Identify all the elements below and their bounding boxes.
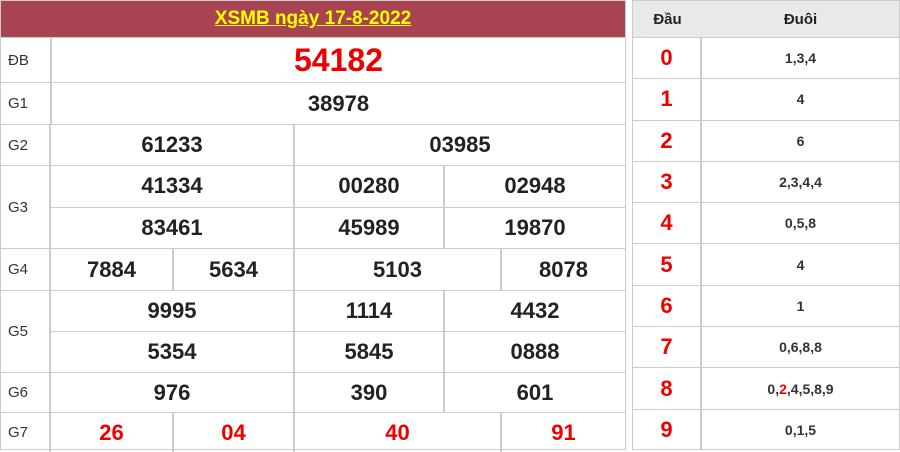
prize-row-db: ĐB 54182: [1, 37, 625, 82]
loto-row: 0 1,3,4: [633, 37, 899, 79]
loto-tail: 4: [796, 91, 805, 108]
prize-number: 390: [293, 373, 443, 412]
prize-number: 91: [500, 413, 625, 452]
tail-column-header: Đuôi: [783, 10, 818, 28]
prize-number: 0888: [443, 332, 625, 372]
prize-number: 7884: [87, 256, 136, 282]
prize-number: 03985: [293, 125, 625, 165]
prize-row-g6: G6 976 390 601: [1, 372, 625, 412]
prize-number: 8078: [500, 249, 625, 290]
prize-number: 601: [443, 373, 625, 412]
prize-number: 00280: [293, 166, 443, 207]
loto-tail-part: ,4,5,8,9: [786, 380, 834, 397]
prize-number: 41334: [141, 173, 203, 199]
prize-number: 02948: [443, 166, 625, 207]
loto-header: Đầu Đuôi: [633, 1, 899, 37]
prize-number: 1114: [293, 291, 443, 331]
loto-tail: 0,6,8,8: [779, 339, 822, 356]
loto-head: 5: [633, 244, 702, 285]
prize-label: ĐB: [1, 38, 52, 82]
loto-head: 9: [633, 409, 702, 450]
loto-head: 4: [633, 203, 702, 244]
results-table: XSMB ngày 17-8-2022 ĐB 54182 G1 38978 G2…: [0, 0, 626, 452]
prize-number: 976: [153, 379, 191, 405]
loto-tail: 0,1,5: [784, 421, 817, 438]
prize-number: 61233: [141, 132, 203, 157]
prize-number: 83461: [141, 214, 203, 240]
loto-tail: 1: [796, 297, 805, 314]
loto-row: 8 0, 2,4,5,8,9: [633, 367, 899, 409]
prize-number: 04: [172, 413, 293, 452]
loto-head: 1: [633, 79, 702, 120]
loto-row: 7 0,6,8,8: [633, 326, 899, 368]
prize-label: G5: [1, 291, 51, 372]
prize-row-g3: G3 41334 00280 02948 83461 45989 19870: [1, 165, 625, 248]
prize-number: 19870: [443, 207, 625, 248]
prize-row-g1: G1 38978: [1, 82, 625, 124]
prize-number: 54182: [294, 41, 383, 78]
prize-label: G4: [1, 249, 51, 290]
prize-row-g7: G7 26 04 40 91: [1, 412, 625, 452]
prize-number: 45989: [293, 207, 443, 248]
loto-head: 3: [633, 161, 702, 203]
prize-number: 40: [293, 413, 500, 452]
prize-number: 26: [99, 419, 124, 445]
loto-head: 2: [633, 120, 702, 161]
loto-tail: 6: [796, 132, 805, 149]
loto-row: 4 0,5,8: [633, 202, 899, 244]
prize-number: 5845: [293, 332, 443, 372]
prize-label: G2: [1, 125, 51, 165]
prize-number: 9995: [147, 298, 197, 323]
loto-tail: 1,3,4: [784, 50, 817, 67]
prize-label: G7: [1, 413, 51, 452]
prize-label: G1: [1, 83, 52, 124]
prize-number: 5354: [147, 339, 197, 364]
loto-row: 9 0,1,5: [633, 408, 899, 450]
head-column-header: Đầu: [653, 10, 682, 28]
loto-tail: 0,5,8: [784, 215, 817, 232]
prize-row-g5: G5 9995 1114 4432 5354 5845 0888: [1, 290, 625, 372]
prize-label: G3: [1, 166, 51, 248]
loto-head: 0: [633, 38, 702, 79]
loto-head: 8: [633, 368, 702, 409]
prize-number: 5634: [172, 249, 293, 290]
results-title[interactable]: XSMB ngày 17-8-2022: [1, 1, 625, 37]
loto-table: Đầu Đuôi 0 1,3,4 1 4 2 6 3 2,3,4,4 4 0,5,8 5 4 6 1 7 0,…: [632, 0, 900, 450]
prize-row-g2: G2 61233 03985: [1, 124, 625, 165]
loto-tail-part: 0,: [767, 380, 780, 397]
prize-row-g4: G4 7884 5634 5103 8078: [1, 248, 625, 290]
loto-tail: 4: [796, 256, 805, 273]
prize-number: 5103: [293, 249, 500, 290]
loto-head: 6: [633, 285, 702, 327]
loto-head: 7: [633, 327, 702, 368]
loto-tail-highlight: 2: [779, 380, 787, 397]
loto-tail: 2,3,4,4: [779, 174, 822, 191]
prize-number: 38978: [307, 90, 370, 116]
prize-label: G6: [1, 373, 51, 412]
loto-row: 3 2,3,4,4: [633, 160, 899, 203]
prize-number: 4432: [443, 291, 625, 331]
loto-tail: 0, 2,4,5,8,9: [702, 368, 899, 408]
